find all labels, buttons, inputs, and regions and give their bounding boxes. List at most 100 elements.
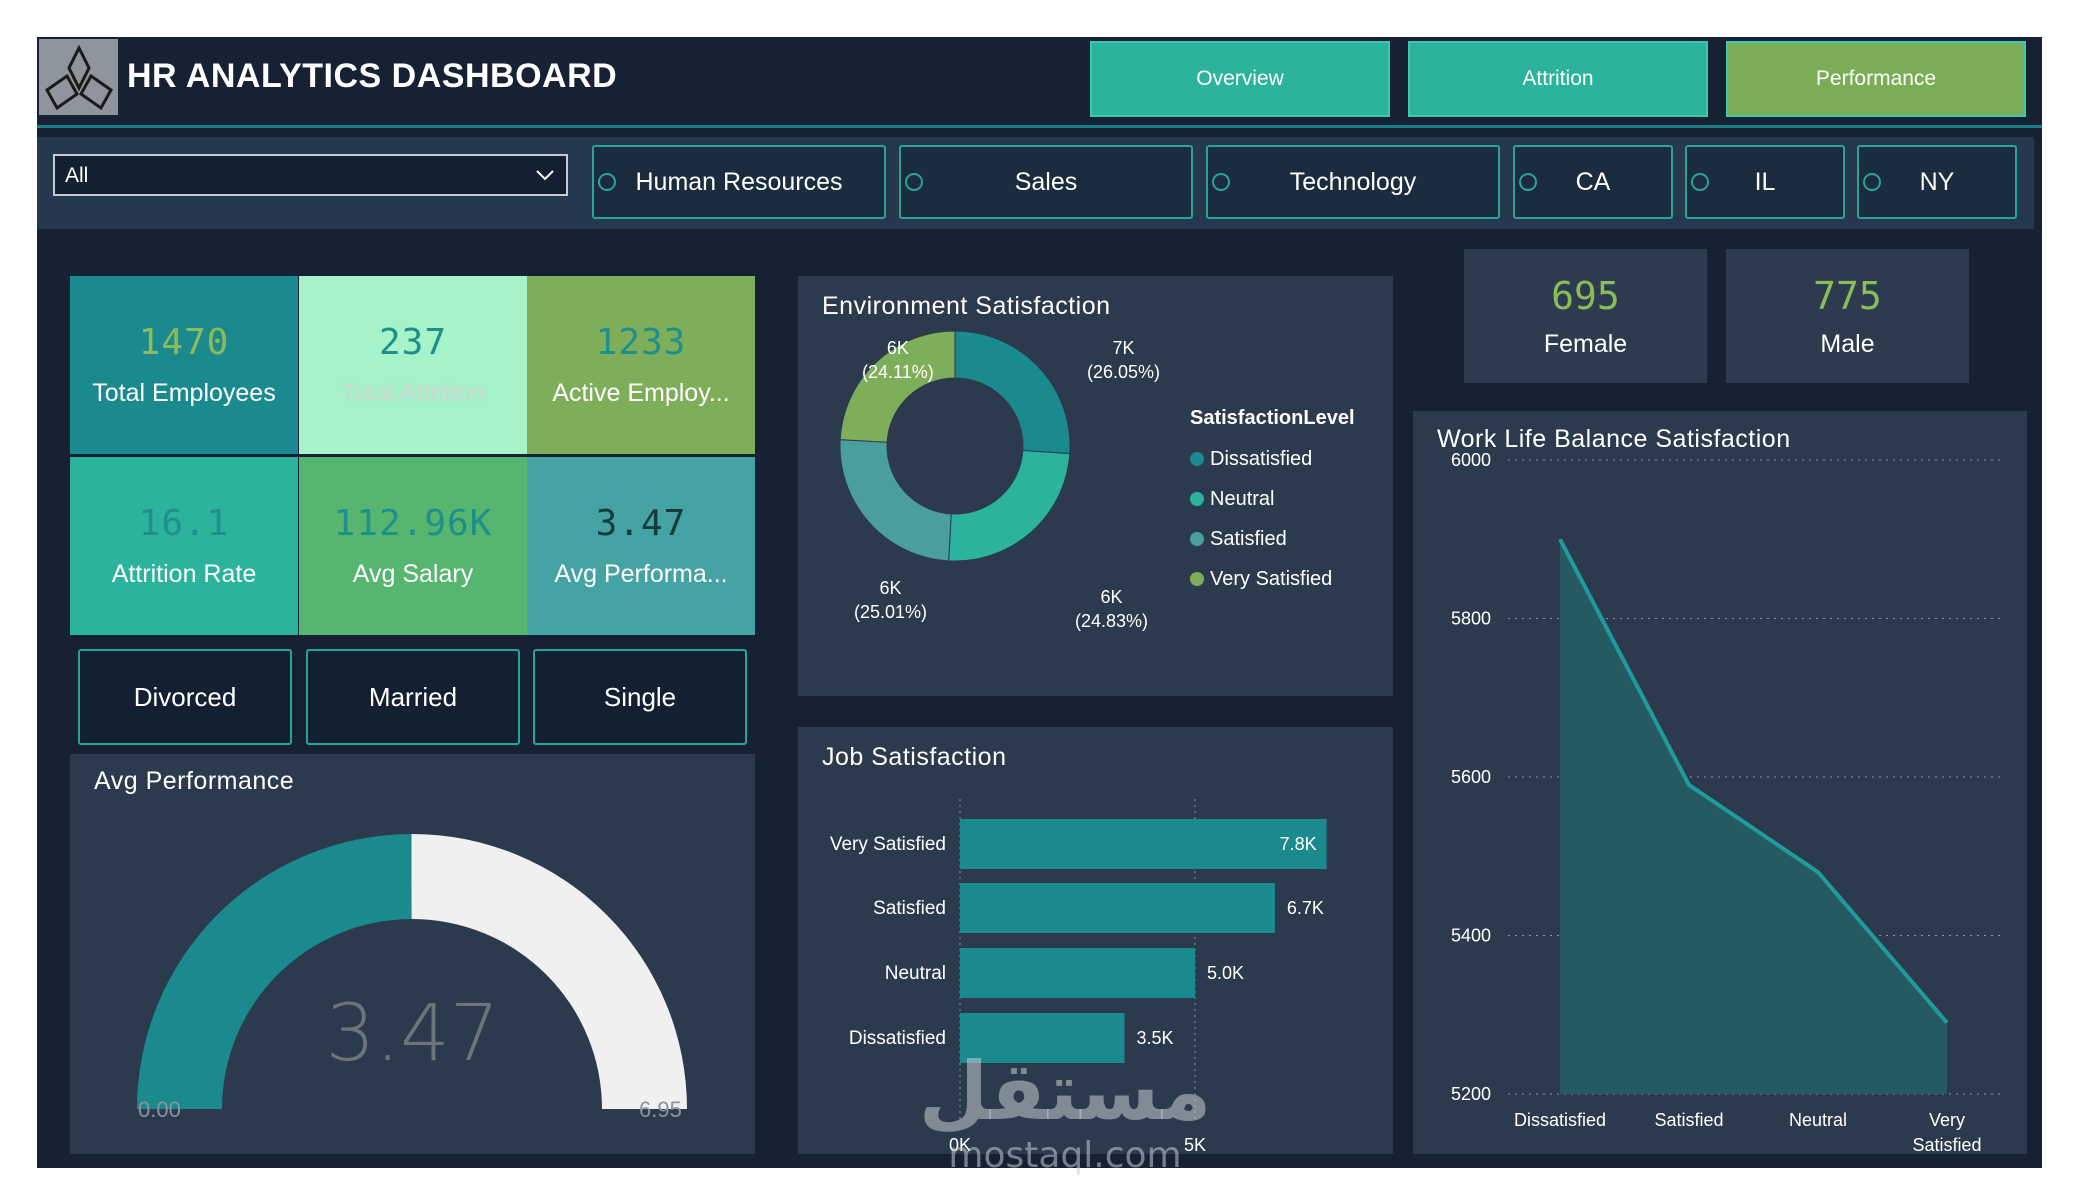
slicer-label: Sales (1014, 167, 1078, 196)
kpi-label: Total Employees (92, 379, 276, 407)
job-data-label: 6.7K (1287, 898, 1324, 918)
job-data-label: 5.0K (1207, 963, 1244, 983)
kpi-label: Active Employ... (552, 379, 730, 407)
y-tick-label: 5200 (1451, 1084, 1491, 1104)
gauge-track (411, 834, 687, 1109)
donut-label-dissatisfied: 7K (26.05%) (1087, 336, 1160, 384)
gender-card-male: 775 Male (1726, 249, 1969, 383)
slicer-ny[interactable]: NY (1857, 145, 2017, 219)
kpi-card-attrition-rate: 16.1 Attrition Rate (70, 457, 298, 635)
job-bar-satisfied (960, 883, 1275, 933)
kpi-value: 1470 (138, 322, 230, 363)
job-satisfaction-panel: Job Satisfaction Very Satisfied 7.8K Satis… (798, 727, 1393, 1154)
job-category-label: Satisfied (873, 898, 946, 919)
donut-label-satisfied: 6K (25.01%) (854, 576, 927, 624)
slice-percent: (26.05%) (1087, 362, 1161, 382)
slicer-il[interactable]: IL (1685, 145, 1845, 219)
marital-married-button[interactable]: Married (306, 649, 520, 745)
donut-label-very-satisfied: 6K (24.11%) (862, 336, 934, 384)
legend-label: Satisfied (1210, 527, 1287, 550)
kpi-value: 237 (378, 322, 448, 363)
radio-icon (1691, 173, 1709, 191)
kpi-card-avg-performance: 3.47 Avg Performa... (527, 457, 755, 635)
job-data-label: 7.8K (1280, 834, 1317, 854)
gauge-max-label: 6.95 (639, 1097, 682, 1122)
area-line (1558, 538, 1949, 1024)
legend-item-very-satisfied: Very Satisfied (1190, 559, 1332, 599)
gauge-chart (137, 834, 687, 1109)
kpi-value: 16.1 (138, 503, 230, 544)
slicer-technology[interactable]: Technology (1206, 145, 1500, 219)
radio-icon (1519, 173, 1537, 191)
gender-value: 695 (1551, 273, 1620, 318)
slice-value: 6K (886, 338, 909, 358)
wlb-title: Work Life Balance Satisfaction (1437, 425, 1791, 453)
radio-icon (905, 173, 923, 191)
slicer-sales[interactable]: Sales (899, 145, 1193, 219)
job-bar-neutral (960, 948, 1195, 998)
x-tick-label: Dissatisfied (1514, 1110, 1606, 1130)
marital-divorced-button[interactable]: Divorced (78, 649, 292, 745)
slicer-label: Technology (1289, 167, 1417, 196)
kpi-card-avg-salary: 112.96K Avg Salary (299, 457, 527, 635)
donut-chart (839, 330, 1071, 562)
kpi-value: 3.47 (595, 503, 687, 544)
gauge-min-label: 0.00 (138, 1097, 181, 1122)
nav-attrition-button[interactable]: Attrition (1408, 41, 1708, 117)
y-tick-label: 5800 (1451, 609, 1491, 629)
legend-label: Neutral (1210, 487, 1275, 510)
slicer-label: IL (1754, 167, 1776, 196)
x-tick-label: Very (1929, 1110, 1965, 1130)
donut-label-neutral: 6K (24.83%) (1075, 585, 1148, 633)
radio-icon (598, 173, 616, 191)
legend-dot (1190, 532, 1204, 546)
slice-percent: (24.11%) (862, 362, 934, 382)
watermark-arabic: مستقل (918, 1045, 1212, 1138)
y-tick-label: 5600 (1451, 767, 1491, 787)
kpi-card-active-employees: 1233 Active Employ... (527, 276, 755, 454)
slice-value: 6K (879, 578, 902, 598)
work-life-balance-panel: Work Life Balance Satisfaction 6000 5800 5… (1413, 411, 2027, 1154)
x-tick-label: Neutral (1789, 1110, 1847, 1130)
legend-dot (1190, 492, 1204, 506)
donut-slice-very-satisfied (839, 330, 956, 443)
gauge-fill (137, 834, 412, 1109)
x-tick-label: Satisfied (1912, 1135, 1981, 1154)
slice-percent: (25.01%) (854, 602, 928, 622)
slicer-label: NY (1919, 167, 1955, 196)
legend-item-satisfied: Satisfied (1190, 519, 1332, 559)
marital-single-button[interactable]: Single (533, 649, 747, 745)
area-fill (1560, 539, 1947, 1094)
nav-overview-button[interactable]: Overview (1090, 41, 1390, 117)
radio-icon (1863, 173, 1881, 191)
nav-performance-button[interactable]: Performance (1726, 41, 2026, 117)
kpi-card-total-employees: 1470 Total Employees (70, 276, 298, 454)
environment-title: Environment Satisfaction (822, 292, 1111, 320)
donut-slice-neutral (948, 449, 1071, 562)
slicer-ca[interactable]: CA (1513, 145, 1673, 219)
environment-satisfaction-panel: Environment Satisfaction 7K (26.05%) 6K (2… (798, 276, 1393, 696)
gauge-title: Avg Performance (94, 767, 295, 795)
slicer-human-resources[interactable]: Human Resources (592, 145, 886, 219)
kpi-label: Attrition Rate (111, 560, 257, 588)
filter-dropdown[interactable]: All (53, 154, 568, 196)
kpi-value: 1233 (595, 322, 687, 363)
gender-value: 775 (1813, 273, 1882, 318)
gauge-value: 3.47 (325, 989, 500, 1079)
job-data-label: 3.5K (1137, 1028, 1174, 1048)
job-axis-label-0: 0K (949, 1135, 971, 1154)
job-title: Job Satisfaction (822, 743, 1007, 771)
legend-title: SatisfactionLevel (1190, 407, 1355, 429)
kpi-value: 112.96K (333, 503, 493, 544)
kpi-label: Avg Performa... (554, 560, 728, 588)
gender-label: Male (1820, 329, 1875, 358)
header-divider (37, 125, 2042, 128)
slicer-label: CA (1575, 167, 1611, 196)
job-category-label: Neutral (885, 963, 946, 984)
watermark-latin: mostaql.com (948, 1135, 1182, 1176)
job-category-label: Very Satisfied (830, 834, 946, 855)
slice-percent: (24.83%) (1075, 611, 1149, 631)
x-tick-label: Satisfied (1654, 1110, 1723, 1130)
company-logo (39, 39, 118, 115)
legend-label: Dissatisfied (1210, 447, 1313, 470)
